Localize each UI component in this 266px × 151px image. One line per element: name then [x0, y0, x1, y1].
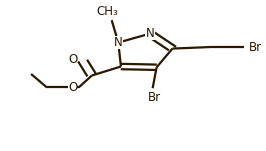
- Text: CH₃: CH₃: [97, 5, 119, 18]
- Text: O: O: [68, 81, 77, 94]
- Text: Br: Br: [147, 91, 161, 104]
- Text: Br: Br: [249, 41, 262, 54]
- Text: N: N: [146, 27, 154, 40]
- Text: O: O: [68, 53, 77, 66]
- Text: N: N: [114, 36, 123, 49]
